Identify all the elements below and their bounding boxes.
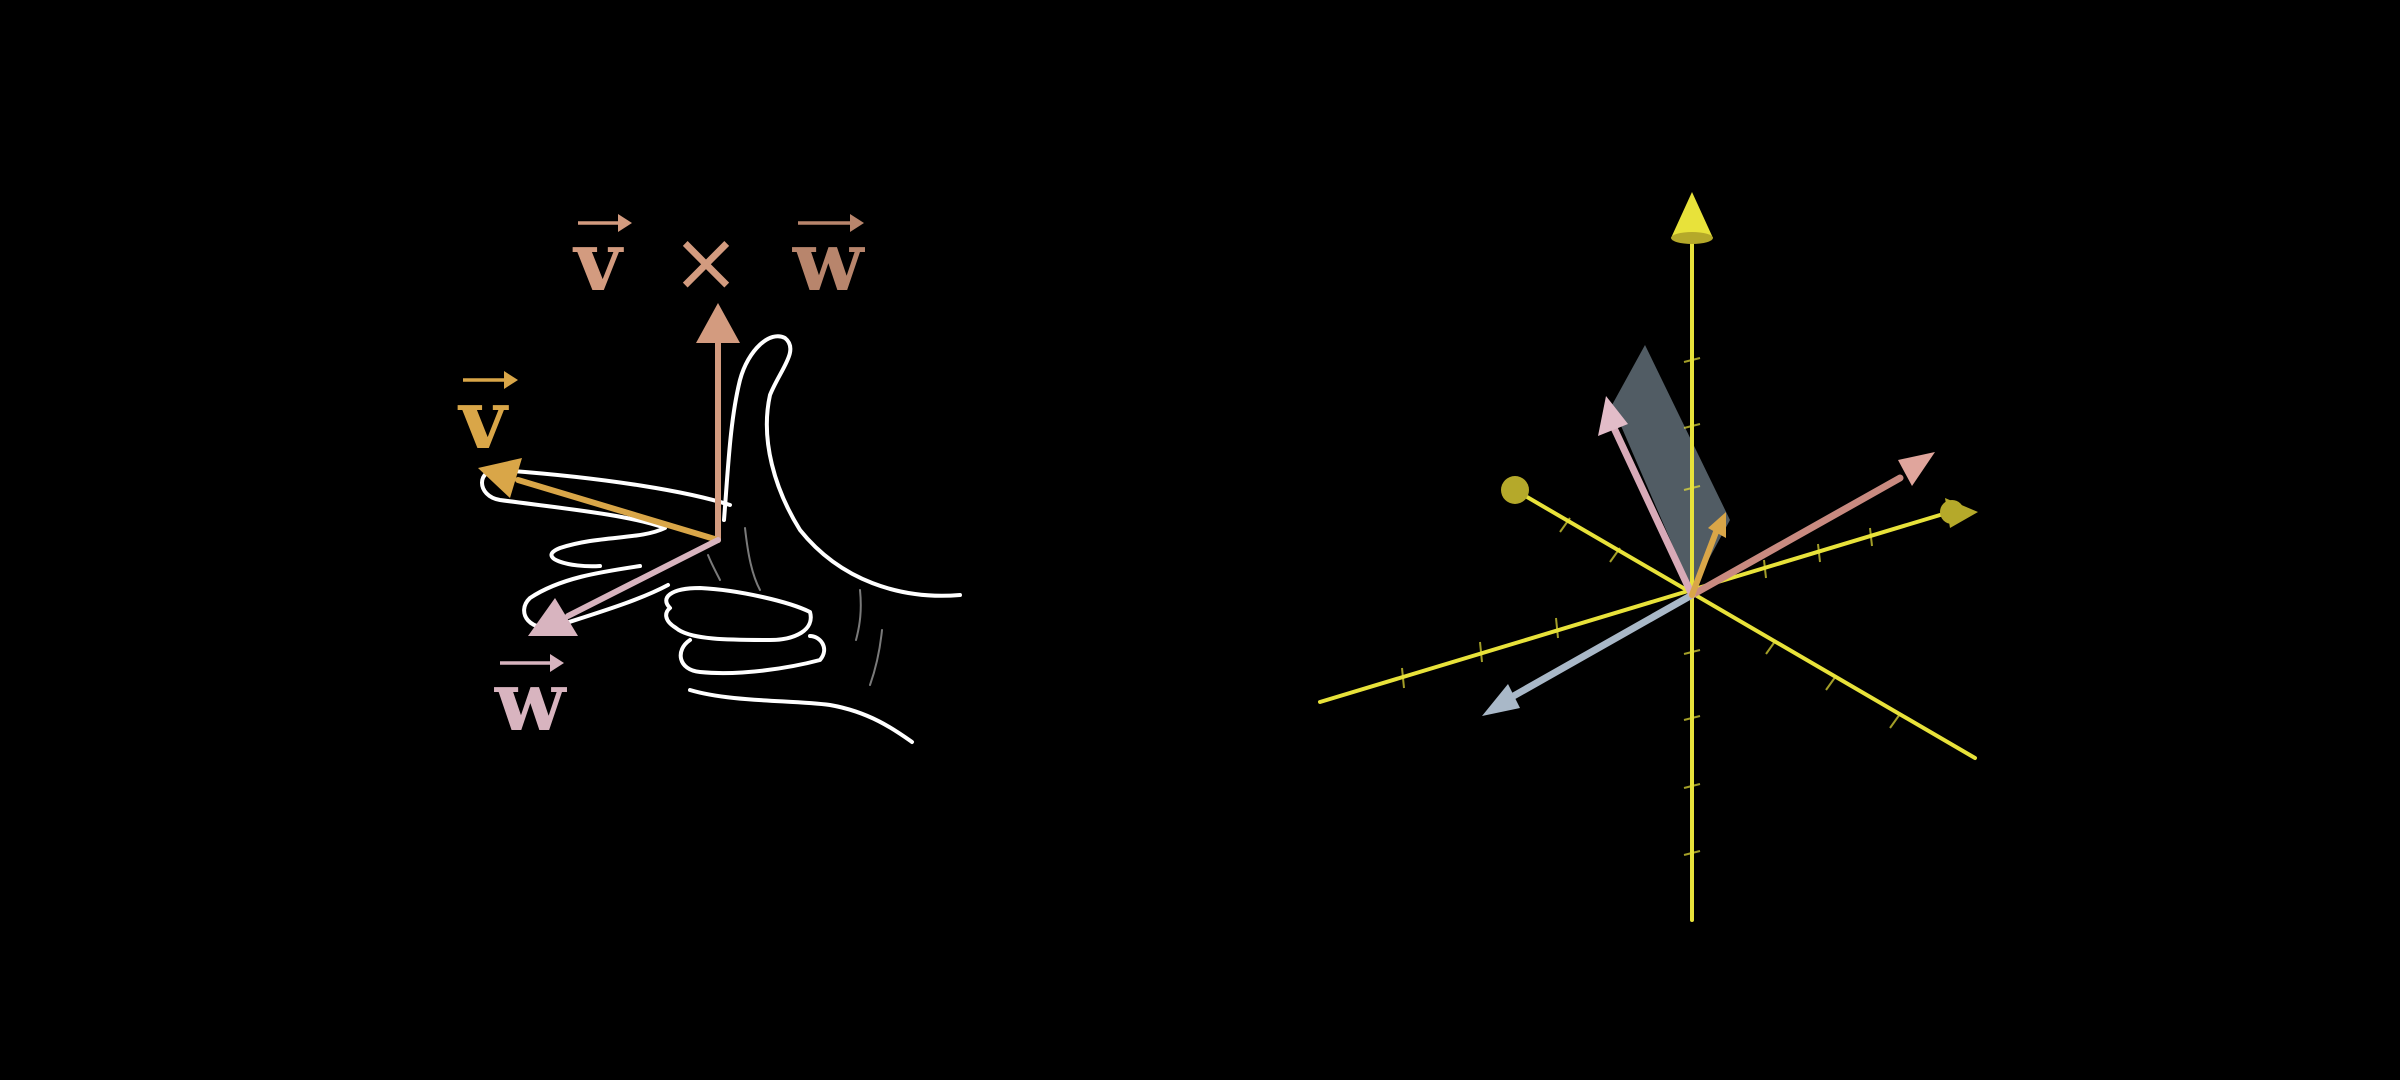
vector-3d-salmon [1688, 452, 1935, 599]
cross-label-times: × [672, 215, 741, 310]
parallelogram-surface [1612, 345, 1730, 590]
x-axis-tip-icon [1940, 498, 1978, 528]
vector-arrow-icon [578, 214, 632, 232]
cross-label-v: v [572, 214, 624, 310]
axis-ticks [1401, 357, 1901, 856]
3d-axes-panel [1318, 192, 1978, 922]
vector-arrow-icon [500, 654, 564, 672]
vector-3d-blue [1482, 591, 1696, 716]
v-label-group: v [457, 371, 518, 468]
y-axis-tip-icon [1501, 476, 1529, 504]
vector-3d-orange [1689, 512, 1726, 598]
w-label: w [494, 654, 568, 750]
z-axis-arrow-icon [1671, 192, 1713, 244]
v-vector [478, 458, 721, 543]
x-axis [1318, 510, 1952, 704]
hand-outline-icon [480, 334, 962, 744]
y-axis [1513, 488, 1977, 760]
w-vector [528, 537, 721, 636]
vector-arrow-icon [798, 214, 864, 232]
cross-product-label: v × w [572, 214, 866, 310]
v-label: v [457, 372, 509, 468]
w-label-group: w [494, 654, 568, 750]
cross-product-vector [696, 303, 740, 543]
vector-arrow-icon [463, 371, 518, 389]
hand-crease-lines [707, 527, 883, 686]
cross-label-w: w [792, 214, 866, 310]
axes [1318, 228, 1977, 922]
vector-3d-pink [1598, 396, 1696, 599]
right-hand-rule-panel: v × w v w [457, 214, 962, 750]
